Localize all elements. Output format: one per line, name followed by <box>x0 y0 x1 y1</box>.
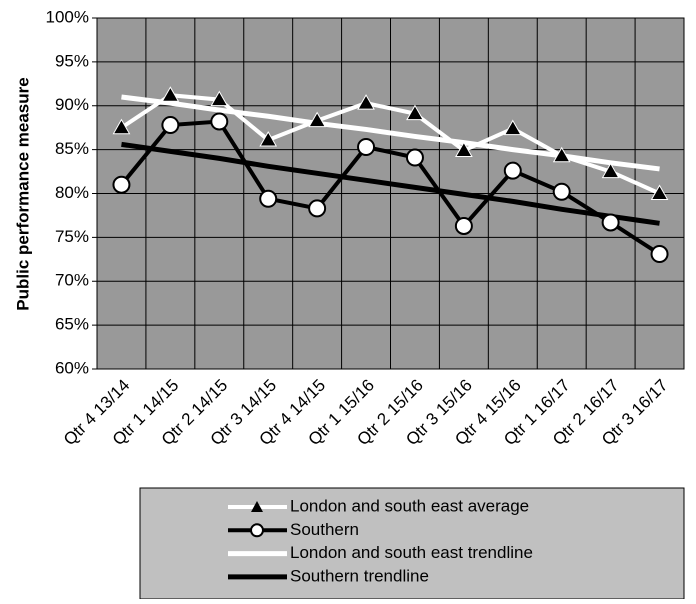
y-tick-label: 85% <box>55 139 89 158</box>
circle-marker <box>259 189 278 208</box>
legend-label: Southern <box>290 520 359 539</box>
triangle-marker <box>503 119 522 136</box>
legend-label: Southern trendline <box>290 566 429 585</box>
circle-marker <box>210 112 229 131</box>
triangle-marker <box>357 94 375 110</box>
circle-marker <box>308 199 327 218</box>
triangle-marker <box>112 118 131 135</box>
triangle-marker <box>161 86 180 102</box>
y-tick-label: 70% <box>55 271 89 290</box>
y-tick-label: 60% <box>55 358 89 377</box>
circle-marker <box>650 245 669 264</box>
y-tick-label: 80% <box>55 183 89 202</box>
circle-marker <box>601 213 620 232</box>
y-tick-label: 95% <box>55 51 89 70</box>
triangle-marker <box>259 130 278 147</box>
series-line <box>120 93 661 196</box>
triangle-marker <box>210 90 229 107</box>
circle-marker <box>161 116 180 135</box>
y-tick-label: 100% <box>46 7 89 26</box>
circle-marker <box>503 161 522 180</box>
circle-marker <box>454 216 473 235</box>
trendline <box>121 141 660 226</box>
y-tick-label: 65% <box>55 315 89 334</box>
legend-marker <box>251 501 263 512</box>
triangle-marker <box>601 162 620 179</box>
y-tick-label: 90% <box>55 95 89 114</box>
legend-label: London and south east trendline <box>290 543 533 562</box>
triangle-marker <box>552 146 571 163</box>
triangle-marker <box>308 111 326 128</box>
circle-marker <box>112 175 131 194</box>
legend-marker <box>250 523 264 538</box>
triangle-marker <box>650 184 669 200</box>
circle-marker <box>552 182 571 201</box>
legend-label: London and south east average <box>290 496 529 515</box>
triangle-marker <box>406 104 424 121</box>
circle-marker <box>405 148 424 167</box>
y-axis-title: Public performance measure <box>13 77 32 310</box>
triangle-marker <box>455 141 473 158</box>
circle-marker <box>357 137 376 156</box>
y-tick-label: 75% <box>55 227 89 246</box>
